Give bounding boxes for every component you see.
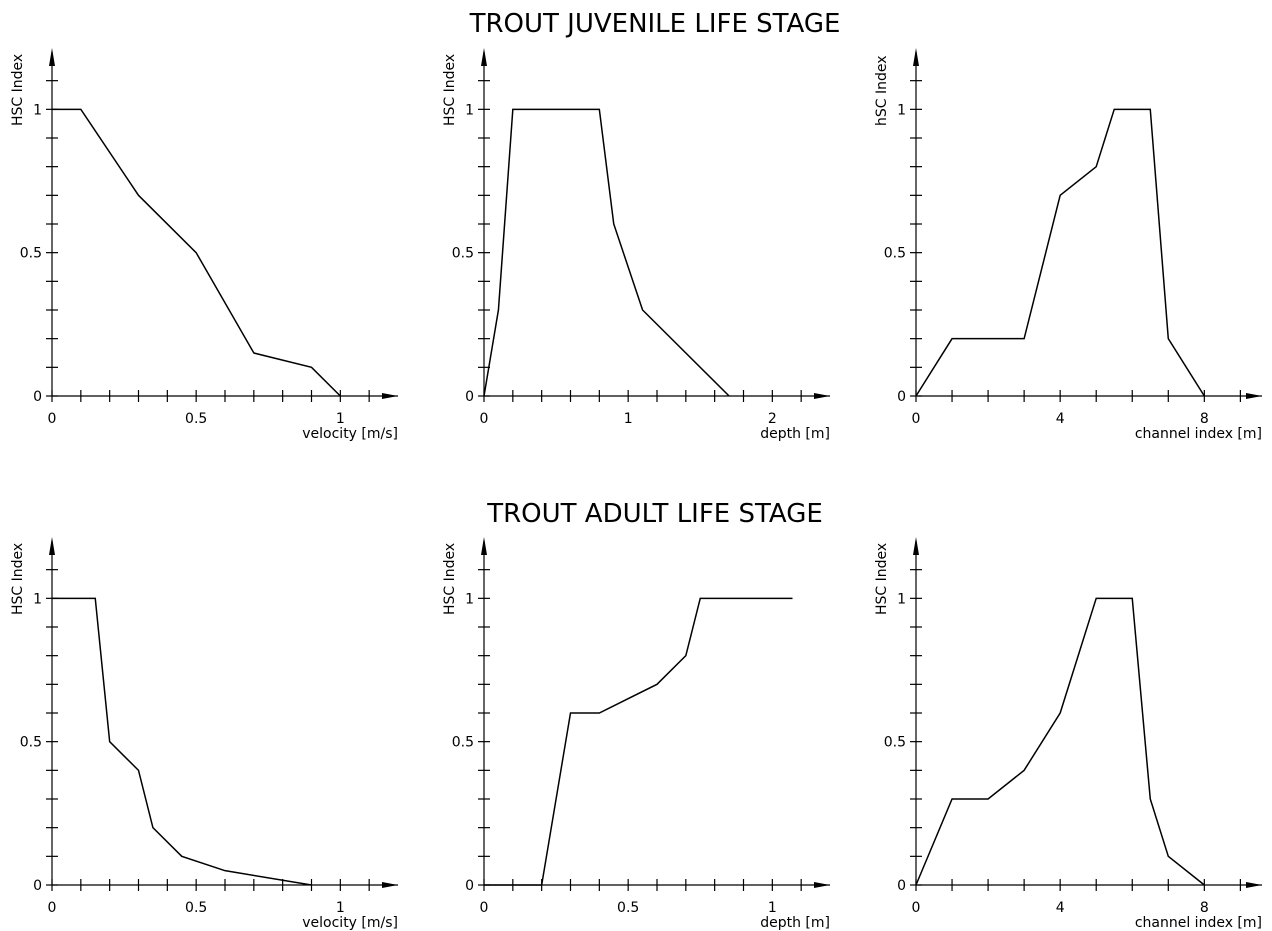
curve	[915, 597, 1205, 886]
curve	[52, 108, 341, 397]
x-tick-label: 0	[912, 900, 921, 916]
section-title: TROUT ADULT LIFE STAGE	[486, 499, 823, 529]
x-tick-label: 0	[912, 411, 921, 427]
y-axis-label: HSC Index	[10, 543, 26, 615]
y-arrow	[481, 48, 487, 66]
y-tick-label: 1	[465, 102, 474, 118]
y-tick-label: 0.5	[452, 246, 474, 262]
y-axis-label: HSC Index	[10, 54, 26, 126]
x-tick-label: 0	[480, 900, 489, 916]
x-tick-label: 0	[48, 411, 57, 427]
y-arrow	[913, 537, 919, 555]
x-axis-label: channel index [m]	[1135, 426, 1262, 442]
x-tick-label: 8	[1200, 900, 1209, 916]
y-axis-label: HSC Index	[874, 543, 890, 615]
y-tick-label: 0	[33, 878, 42, 894]
y-tick-label: 1	[465, 591, 474, 607]
y-tick-label: 1	[897, 102, 906, 118]
x-axis-label: velocity [m/s]	[302, 915, 398, 931]
y-axis-label: HSC Index	[442, 54, 458, 126]
x-tick-label: 0.5	[185, 900, 207, 916]
y-tick-label: 0.5	[452, 735, 474, 751]
y-arrow	[913, 48, 919, 66]
x-tick-label: 1	[768, 900, 777, 916]
section-title: TROUT JUVENILE LIFE STAGE	[469, 9, 841, 39]
y-tick-label: 1	[897, 591, 906, 607]
x-axis-label: velocity [m/s]	[302, 426, 398, 442]
y-axis-label: hSC Index	[874, 55, 890, 126]
y-arrow	[49, 48, 55, 66]
x-tick-label: 8	[1200, 411, 1209, 427]
x-axis-label: depth [m]	[760, 915, 830, 931]
y-axis-label: HSC Index	[442, 543, 458, 615]
y-tick-label: 1	[33, 102, 42, 118]
y-tick-label: 0.5	[20, 735, 42, 751]
x-arrow	[382, 393, 398, 399]
y-tick-label: 1	[33, 591, 42, 607]
x-tick-label: 4	[1056, 411, 1065, 427]
y-tick-label: 0	[465, 389, 474, 405]
x-arrow	[814, 393, 830, 399]
y-tick-label: 0.5	[20, 246, 42, 262]
x-tick-label: 0.5	[617, 900, 639, 916]
x-arrow	[1246, 393, 1262, 399]
curve	[484, 597, 793, 886]
x-tick-label: 2	[768, 411, 777, 427]
y-tick-label: 0.5	[884, 735, 906, 751]
x-arrow	[382, 882, 398, 888]
curve	[915, 108, 1205, 397]
x-tick-label: 4	[1056, 900, 1065, 916]
y-tick-label: 0	[897, 389, 906, 405]
x-axis-label: channel index [m]	[1135, 915, 1262, 931]
y-arrow	[481, 537, 487, 555]
y-tick-label: 0	[465, 878, 474, 894]
y-tick-label: 0	[897, 878, 906, 894]
curve	[52, 597, 312, 886]
x-tick-label: 0	[48, 900, 57, 916]
x-tick-label: 0	[480, 411, 489, 427]
x-tick-label: 1	[624, 411, 633, 427]
curve	[483, 108, 730, 397]
x-arrow	[814, 882, 830, 888]
x-axis-label: depth [m]	[760, 426, 830, 442]
y-tick-label: 0	[33, 389, 42, 405]
x-tick-label: 1	[336, 411, 345, 427]
y-tick-label: 0.5	[884, 246, 906, 262]
x-tick-label: 1	[336, 900, 345, 916]
x-tick-label: 0.5	[185, 411, 207, 427]
y-arrow	[49, 537, 55, 555]
x-arrow	[1246, 882, 1262, 888]
